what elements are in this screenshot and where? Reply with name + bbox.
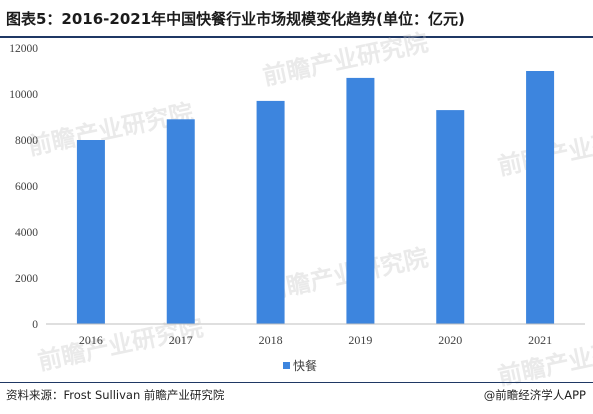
watermark-text: 前瞻产业研究院	[260, 29, 430, 91]
x-axis-ticks: 2016 2017 2018 2019 2020 2021	[79, 333, 552, 347]
brand-credit: @前瞻经济学人APP	[483, 388, 586, 402]
watermark-layer: 前瞻产业研究院前瞻产业研究院前瞻产业研究院前瞻产业研究院前瞻产业研究院前瞻产业研…	[25, 29, 593, 391]
footer-rule	[0, 382, 593, 383]
x-tick-label: 2017	[169, 333, 193, 347]
y-tick-label: 6000	[15, 181, 38, 193]
bar	[166, 119, 195, 324]
x-tick-label: 2020	[438, 333, 462, 347]
y-tick-label: 8000	[15, 135, 38, 147]
bar	[256, 100, 285, 325]
y-tick-label: 12000	[9, 43, 38, 55]
legend-swatch	[283, 362, 290, 369]
chart-title: 图表5：2016-2021年中国快餐行业市场规模变化趋势(单位：亿元)	[6, 10, 465, 28]
x-tick-label: 2018	[259, 333, 283, 347]
y-axis-ticks: 0 2000 4000 6000 8000 10000 12000	[9, 43, 38, 331]
x-tick-label: 2021	[528, 333, 552, 347]
legend: 快餐	[283, 358, 317, 373]
title-rule	[0, 36, 593, 38]
source-note: 资料来源：Frost Sullivan 前瞻产业研究院	[6, 388, 225, 402]
bar	[526, 71, 555, 324]
x-tick-label: 2019	[348, 333, 372, 347]
y-tick-label: 0	[32, 319, 38, 331]
legend-label: 快餐	[293, 358, 317, 373]
bar	[436, 110, 465, 324]
watermark-text: 前瞻产业研究院	[260, 244, 430, 306]
bar	[346, 77, 375, 325]
y-tick-label: 4000	[15, 227, 38, 239]
bar	[76, 140, 105, 324]
bars	[76, 71, 555, 325]
x-tick-label: 2016	[79, 333, 103, 347]
footer: 资料来源：Frost Sullivan 前瞻产业研究院 @前瞻经济学人APP	[6, 387, 586, 407]
y-tick-label: 2000	[15, 273, 38, 285]
y-tick-label: 10000	[9, 89, 38, 101]
